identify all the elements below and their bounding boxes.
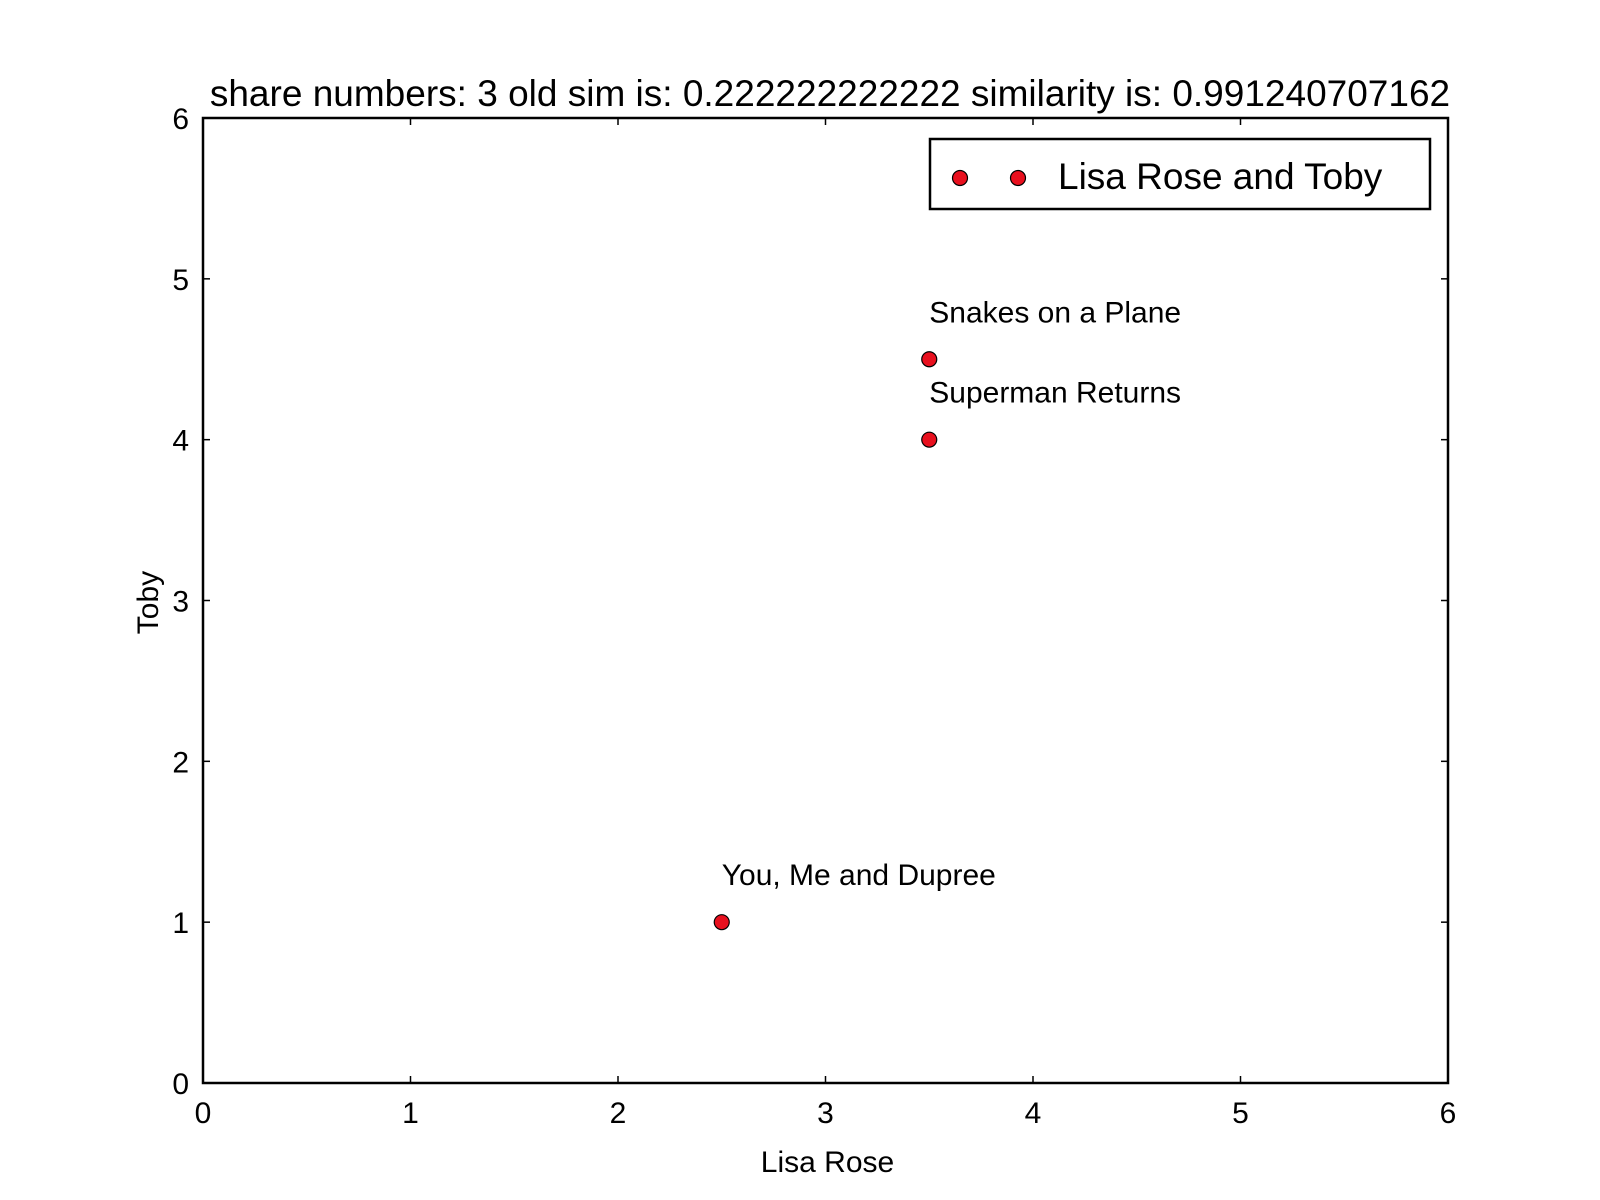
data-point (713, 914, 730, 931)
x-axis-label: Lisa Rose (761, 1146, 894, 1179)
x-tick-label: 1 (402, 1097, 419, 1130)
y-tick-label: 1 (172, 907, 189, 940)
point-label: Snakes on a Plane (929, 296, 1181, 329)
point-label: Superman Returns (929, 377, 1181, 410)
legend-marker (1009, 169, 1027, 187)
legend: Lisa Rose and Toby (928, 137, 1432, 211)
x-tick-label: 5 (1232, 1097, 1249, 1130)
y-axis-label: Toby (132, 571, 165, 634)
y-tick-label: 5 (172, 264, 189, 297)
y-tick-label: 6 (172, 103, 189, 136)
legend-marker (951, 169, 969, 187)
points-layer: Snakes on a Plane Superman Returns You, Me… (713, 296, 1181, 931)
x-tick-label: 3 (817, 1097, 834, 1130)
data-point (921, 351, 938, 368)
y-tick-label: 4 (172, 425, 189, 458)
y-tick-label: 0 (172, 1068, 189, 1101)
y-tick-label: 2 (172, 746, 189, 779)
y-tick-label: 3 (172, 586, 189, 619)
chart-title: share numbers: 3 old sim is: 0.222222222… (210, 73, 1450, 114)
legend-entry-label: Lisa Rose and Toby (1058, 156, 1383, 197)
point-label: You, Me and Dupree (722, 859, 996, 892)
x-tick-label: 2 (610, 1097, 627, 1130)
data-point (921, 431, 938, 448)
x-tick-label: 6 (1440, 1097, 1457, 1130)
plot-area-frame (201, 116, 1450, 1085)
x-tick-label: 0 (195, 1097, 212, 1130)
ticks-layer: 0 1 2 3 4 5 6 0 1 2 3 4 5 6 (172, 103, 1456, 1130)
x-tick-label: 4 (1025, 1097, 1042, 1130)
